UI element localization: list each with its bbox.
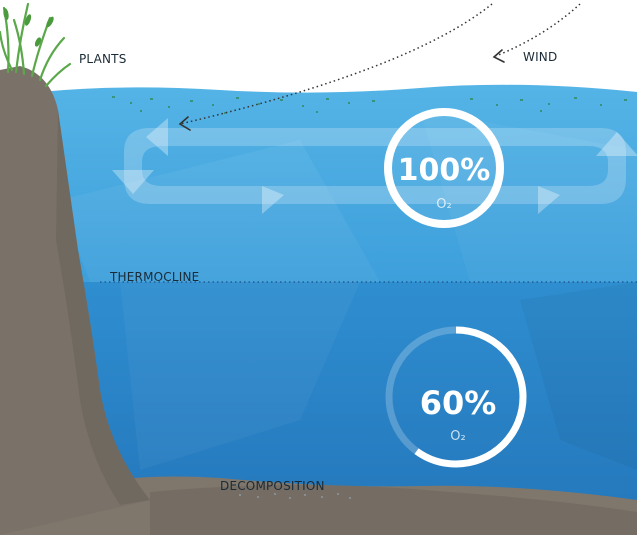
water-facet — [520, 282, 637, 470]
wind-arrows — [179, 3, 581, 125]
lower-oxygen-gauge: 60% O₂ — [385, 326, 527, 468]
wind-label: WIND — [523, 50, 557, 64]
water-facet — [420, 110, 637, 282]
chevron-left-icon — [178, 116, 191, 131]
circulation-loop — [124, 128, 626, 204]
lower-water-layer — [40, 282, 637, 502]
arrow-right-icon — [262, 186, 284, 214]
thermocline-label: THERMOCLINE — [109, 270, 199, 284]
gauge-inner — [392, 116, 496, 220]
gauge-fill — [385, 326, 527, 468]
sediment-particles — [239, 493, 351, 499]
upper-oxygen-percent: 100% — [398, 153, 491, 188]
arrow-down-icon — [112, 170, 154, 194]
chevron-left-icon — [492, 49, 505, 63]
sky — [0, 0, 637, 90]
decomposition-label: DECOMPOSITION — [220, 479, 325, 493]
upper-oxygen-unit: O₂ — [436, 197, 451, 212]
plant-leaves — [3, 8, 54, 47]
wind-arrow-long — [179, 3, 493, 125]
wind-arrow-short — [495, 3, 581, 57]
water-facet — [120, 282, 360, 470]
lower-oxygen-percent: 60% — [420, 384, 497, 422]
wind-arrowheads — [178, 49, 505, 131]
circulation-arrowheads — [112, 118, 637, 214]
plants-label: PLANTS — [79, 52, 127, 66]
lower-oxygen-unit: O₂ — [450, 429, 465, 444]
lake-bottom-shade — [150, 485, 637, 535]
arrow-up-icon — [596, 132, 637, 156]
arrow-right-icon — [538, 186, 560, 214]
gauge-fill — [384, 108, 504, 228]
upper-oxygen-gauge: 100% O₂ — [384, 108, 504, 228]
left-bank-shade — [56, 110, 150, 505]
arrow-left-icon — [146, 118, 168, 156]
water-facet — [60, 140, 380, 282]
surface-plankton — [112, 96, 627, 114]
